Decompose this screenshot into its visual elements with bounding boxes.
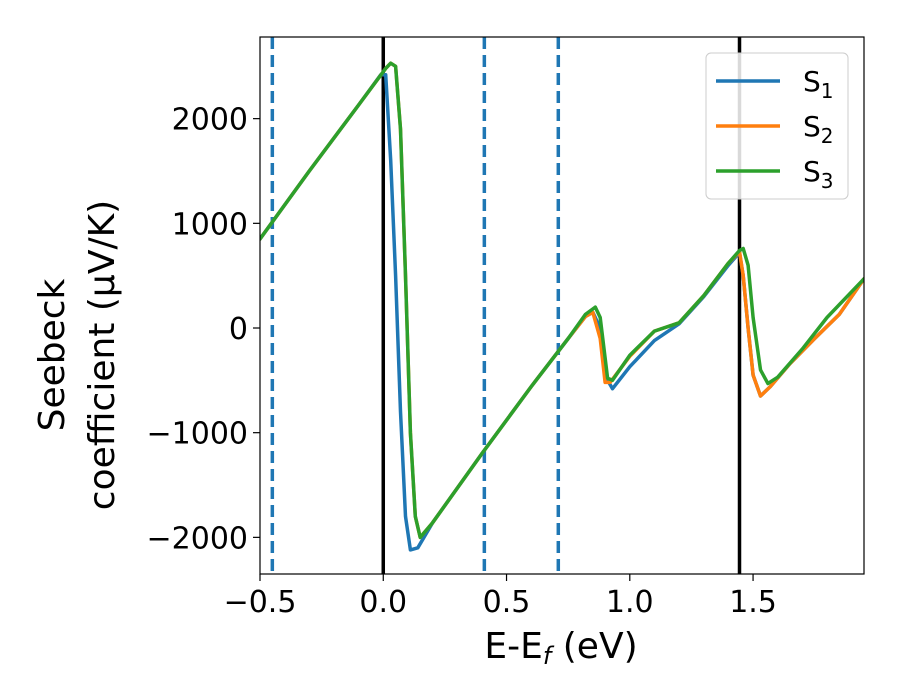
legend-label-s3: S3 (803, 155, 834, 193)
legend-label-s1: S1 (803, 65, 834, 103)
reference-lines (270, 37, 742, 574)
y-axis-label-line2: coefficient (μV/K) (82, 200, 123, 510)
series-line-s3 (260, 61, 864, 540)
y-tick-label-3: 1000 (172, 207, 248, 242)
y-axis-ticks: −2000 −1000 0 1000 2000 (147, 103, 260, 556)
x-tick-label-4: 1.5 (729, 585, 777, 620)
y-tick-label-1: −1000 (147, 417, 248, 452)
y-tick-label-4: 2000 (172, 103, 248, 138)
plot-frame (259, 36, 865, 575)
x-axis-label: E-Ef (eV) (484, 626, 637, 670)
x-tick-label-2: 0.5 (483, 585, 531, 620)
x-axis-label-main: E-E (484, 626, 542, 667)
y-tick-label-2: 0 (229, 312, 248, 347)
y-axis-label-line1: Seebeck (32, 278, 73, 431)
x-axis-ticks: −0.5 0.0 0.5 1.0 1.5 (224, 574, 777, 620)
legend: S1 S2 S3 (705, 52, 849, 200)
legend-label-s2: S2 (803, 110, 834, 148)
x-tick-label-0: −0.5 (224, 585, 297, 620)
x-tick-label-3: 1.0 (606, 585, 654, 620)
y-tick-label-0: −2000 (147, 521, 248, 556)
series-lines (260, 61, 864, 552)
x-tick-label-1: 0.0 (359, 585, 407, 620)
x-axis-label-unit: (eV) (551, 626, 637, 667)
